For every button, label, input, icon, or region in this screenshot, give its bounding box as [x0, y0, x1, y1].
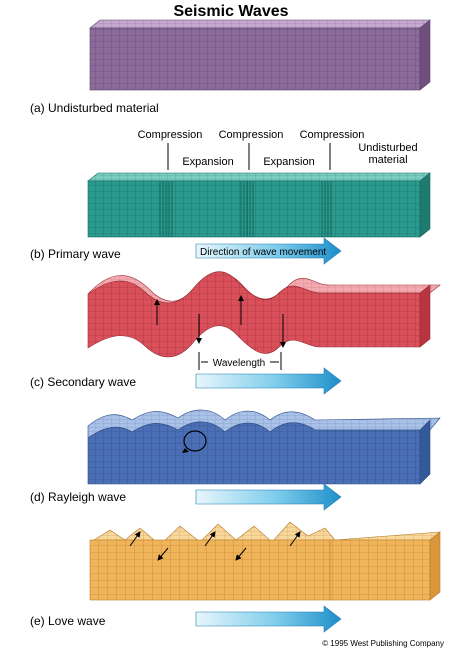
rayleigh-wave-block [87, 409, 441, 485]
panel-label-undisturbed: (a) Undisturbed material [30, 101, 159, 115]
copyright-notice: © 1995 West Publishing Company [322, 639, 444, 648]
direction-arrow-love [195, 605, 342, 633]
panel-label-secondary: (c) Secondary wave [30, 375, 136, 389]
compression-label-2: Compression [219, 129, 284, 141]
wavelength-marker: Wavelength [198, 352, 282, 370]
page-title: Seismic Waves [173, 3, 288, 20]
expansion-label-2: Expansion [263, 156, 314, 168]
expansion-label-1: Expansion [182, 156, 233, 168]
primary-annotations: Compression Compression Compression Expa… [138, 129, 418, 170]
compression-label-1: Compression [138, 129, 203, 141]
panel-label-love: (e) Love wave [30, 614, 106, 628]
direction-arrow-secondary [195, 367, 342, 395]
secondary-wave-block [87, 271, 441, 358]
direction-arrow-rayleigh [195, 483, 342, 511]
love-wave-block [89, 521, 441, 601]
wavelength-label: Wavelength [213, 358, 265, 369]
undisturbed-label-line2: material [368, 154, 407, 166]
direction-arrow-primary: Direction of wave movement [195, 237, 342, 265]
compression-label-3: Compression [300, 129, 365, 141]
direction-label: Direction of wave movement [200, 247, 326, 258]
panel-label-rayleigh: (d) Rayleigh wave [30, 490, 126, 504]
panel-label-primary: (b) Primary wave [30, 247, 121, 261]
primary-wave-block [87, 172, 431, 238]
undisturbed-label-line1: Undisturbed [358, 142, 417, 154]
undisturbed-block [89, 19, 431, 91]
